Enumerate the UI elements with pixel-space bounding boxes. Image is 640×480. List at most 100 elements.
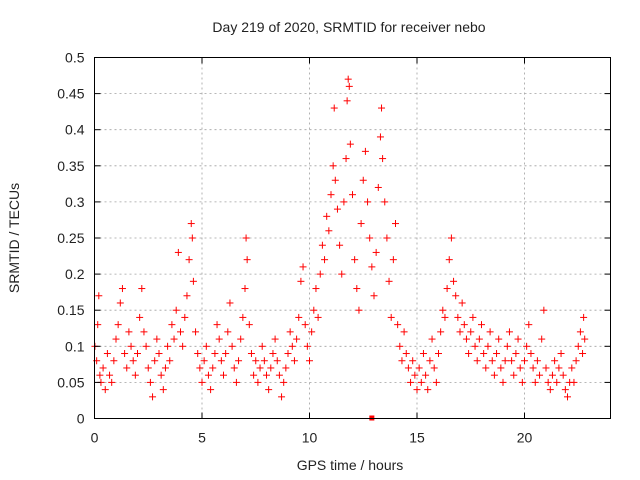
data-point [435, 350, 442, 358]
data-point [574, 342, 582, 350]
data-point [149, 393, 157, 401]
data-point [553, 378, 561, 386]
data-point [187, 220, 195, 228]
data-point [204, 371, 212, 379]
data-point [131, 371, 139, 379]
grid [94, 57, 611, 419]
data-point [501, 357, 509, 365]
data-point [103, 350, 111, 358]
data-point [424, 386, 432, 394]
data-point [293, 335, 301, 343]
data-point [95, 292, 103, 300]
y-tick-label: 0.45 [57, 86, 84, 102]
data-point [389, 256, 397, 264]
data-point [269, 350, 277, 358]
data-point [159, 386, 167, 394]
data-point [385, 277, 393, 285]
data-point [215, 335, 223, 343]
data-point [290, 357, 298, 365]
data-point [333, 205, 341, 213]
data-point [316, 270, 324, 278]
data-point [282, 364, 290, 372]
data-point [273, 357, 281, 365]
data-points [91, 75, 589, 421]
data-point [484, 342, 492, 350]
data-point [275, 371, 283, 379]
y-tick-label: 0.1 [65, 338, 85, 354]
y-tick-label: 0.2 [65, 266, 85, 282]
data-point [437, 328, 445, 336]
data-point [546, 386, 554, 394]
data-point [366, 234, 374, 242]
y-axis-label: SRMTID / TECUs [6, 183, 22, 293]
data-point [355, 306, 363, 314]
data-point [198, 378, 206, 386]
data-point [239, 313, 247, 321]
data-point [172, 306, 180, 314]
data-point [551, 357, 559, 365]
data-point [392, 220, 399, 228]
data-point [493, 350, 501, 358]
data-point [398, 357, 406, 365]
data-point [456, 328, 464, 336]
data-point [286, 328, 294, 336]
data-point [101, 386, 109, 394]
data-point [258, 342, 266, 350]
y-tick-label: 0.4 [65, 122, 85, 138]
data-point [460, 321, 468, 329]
data-point [430, 364, 438, 372]
data-point [271, 335, 279, 343]
data-point [125, 328, 133, 336]
data-point [359, 176, 367, 184]
data-point [331, 176, 339, 184]
data-point [426, 357, 434, 365]
data-point [192, 328, 200, 336]
data-point [288, 342, 296, 350]
data-point [108, 378, 116, 386]
data-point [490, 371, 498, 379]
data-point [559, 371, 567, 379]
data-point [106, 371, 114, 379]
data-point [387, 313, 395, 321]
data-point [94, 321, 102, 329]
data-point [462, 335, 470, 343]
data-point [415, 364, 423, 372]
data-point [161, 364, 169, 372]
data-point [368, 263, 376, 271]
data-point [495, 335, 503, 343]
data-point [413, 386, 421, 394]
x-axis-label: GPS time / hours [297, 457, 404, 473]
y-tick-label: 0.35 [57, 158, 84, 174]
data-point [407, 378, 415, 386]
data-point [327, 191, 335, 199]
data-point [144, 364, 152, 372]
data-point [402, 350, 410, 358]
plot-frame [94, 57, 611, 419]
data-point [411, 371, 419, 379]
data-point [188, 234, 196, 242]
data-point [116, 299, 124, 307]
y-tick-label: 0 [77, 411, 85, 427]
data-point [170, 335, 178, 343]
data-point [482, 364, 490, 372]
data-point [140, 328, 148, 336]
data-point [303, 342, 311, 350]
data-point [230, 364, 238, 372]
data-point [422, 371, 430, 379]
data-point [579, 350, 587, 358]
data-point [196, 364, 204, 372]
x-tick-label: 15 [409, 430, 425, 446]
data-point [510, 371, 518, 379]
data-point [250, 371, 258, 379]
data-point [361, 147, 369, 155]
y-tick-label: 0.25 [57, 230, 84, 246]
data-point [151, 357, 159, 365]
data-point [241, 285, 249, 293]
data-point [265, 386, 273, 394]
data-point [202, 342, 210, 350]
data-point [263, 371, 270, 379]
data-point [404, 364, 412, 372]
data-point [561, 386, 569, 394]
data-point [174, 248, 182, 256]
